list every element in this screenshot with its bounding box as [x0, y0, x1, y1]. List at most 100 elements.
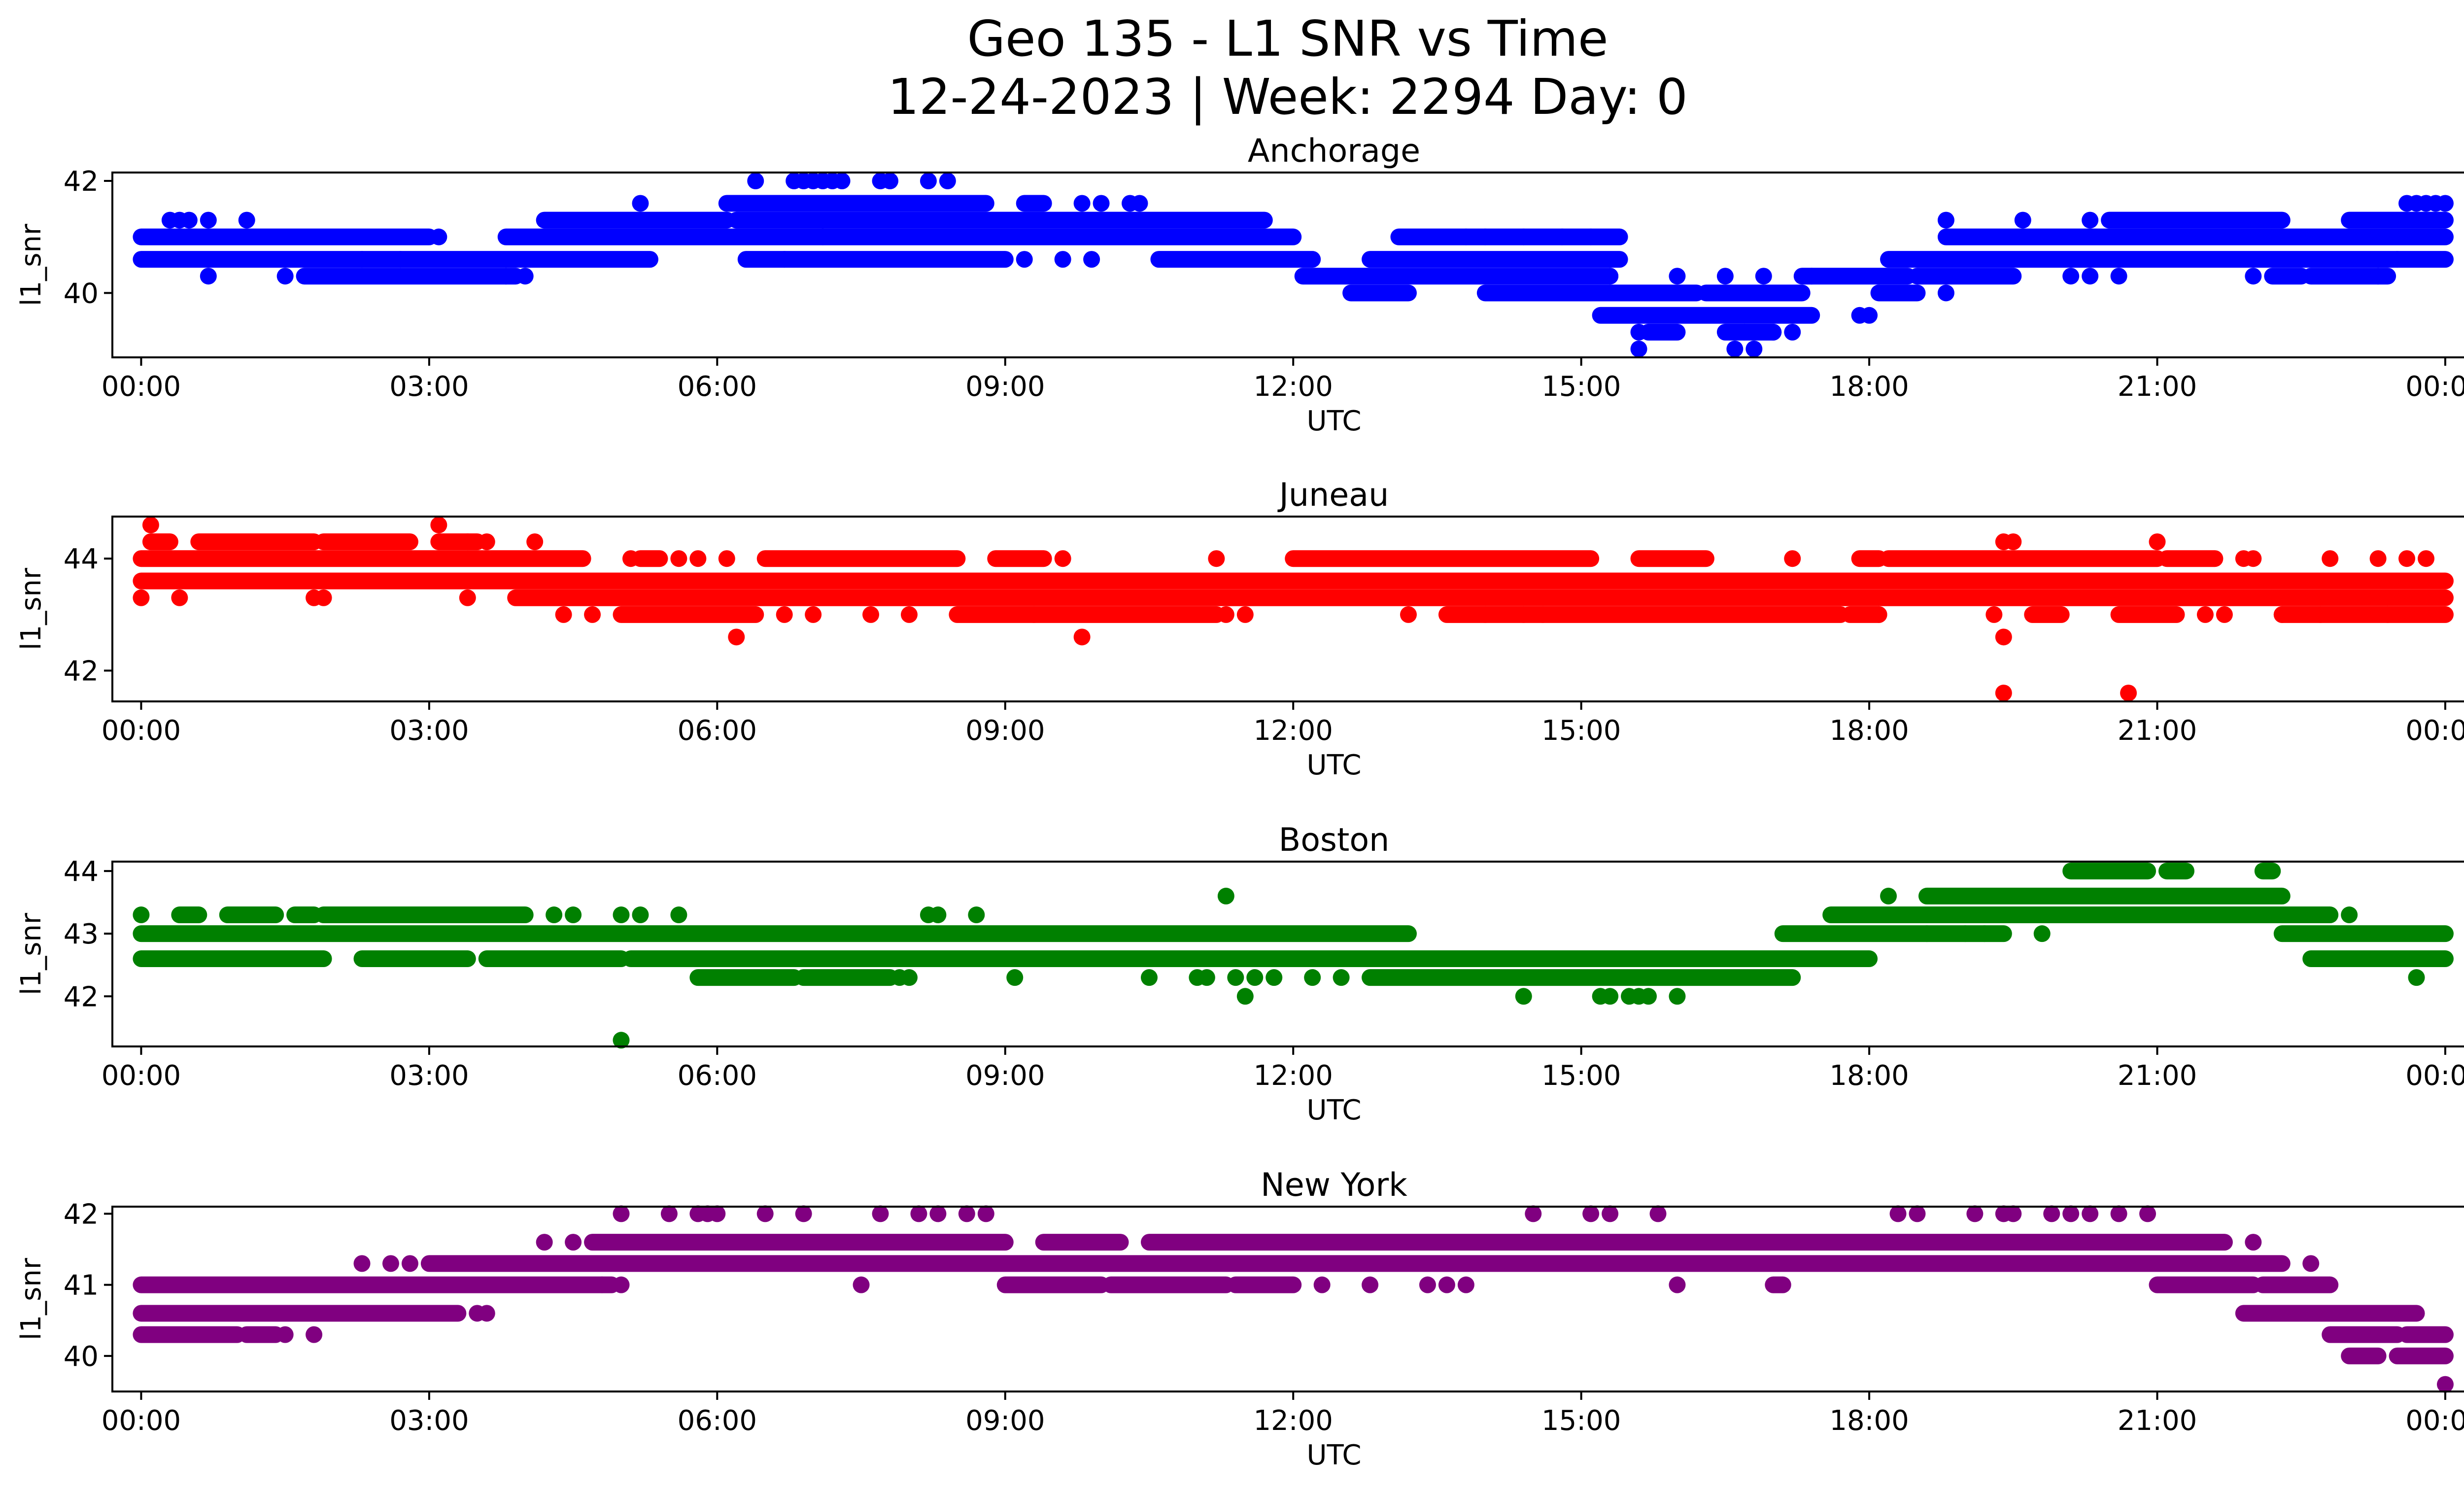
figure-title: Geo 135 - L1 SNR vs Time 12-24-2023 | We… [0, 10, 2464, 126]
x-tick-label: 00:00 [2405, 715, 2464, 747]
data-point [776, 251, 793, 268]
x-tick-label: 06:00 [678, 371, 757, 403]
data-point [2436, 195, 2454, 212]
data-point [565, 906, 582, 924]
data-point [238, 211, 255, 229]
x-tick-label: 03:00 [389, 1405, 469, 1437]
data-point [968, 906, 985, 924]
data-point [881, 173, 898, 190]
data-point [1976, 925, 1993, 942]
data-point [200, 211, 217, 229]
data-point [1054, 251, 1071, 268]
x-tick-label: 03:00 [389, 371, 469, 403]
data-point [670, 906, 687, 924]
data-point [1995, 684, 2012, 701]
data-point [1457, 1276, 1474, 1293]
data-point [1582, 228, 1600, 245]
data-point [2302, 1255, 2320, 1272]
x-tick-label: 15:00 [1541, 1405, 1621, 1437]
data-point [1217, 606, 1234, 623]
data-point [1073, 628, 1091, 646]
data-point [2110, 906, 2127, 924]
x-tick-label: 00:00 [102, 1405, 181, 1437]
x-tick-label: 18:00 [1829, 1405, 1909, 1437]
data-point [2033, 925, 2051, 942]
data-point [1236, 988, 1254, 1005]
data-point [536, 1234, 553, 1251]
data-point [1534, 606, 1551, 623]
data-point [1515, 988, 1532, 1005]
data-point [1457, 228, 1474, 245]
data-point [276, 268, 294, 285]
data-point [2312, 606, 2329, 623]
data-point [2379, 606, 2396, 623]
y-tick-label: 40 [64, 1341, 99, 1373]
chart-juneau: Juneau 00:00 03:00 06:00 09:00 12:00 15:00 18:0… [15, 477, 2464, 781]
x-tick-label: 09:00 [965, 715, 1045, 747]
data-point [1880, 887, 1897, 904]
data-point [632, 195, 649, 212]
data-point [2312, 906, 2329, 924]
x-tick-label: 00:00 [102, 371, 181, 403]
data-point [1649, 1205, 1667, 1222]
plot-frame [111, 861, 2464, 1047]
chart-new-york: New York 00:00 03:00 06:00 09:00 12:00 15:00 18… [15, 1167, 2464, 1471]
data-point [2005, 1205, 2022, 1222]
data-point [2129, 906, 2147, 924]
data-point [1602, 268, 1619, 285]
y-axis: 40 41 42 [64, 1198, 112, 1373]
data-point [1582, 1205, 1600, 1222]
data-point [1266, 969, 1283, 986]
data-point [2369, 550, 2387, 567]
data-point [1198, 969, 1215, 986]
chart-title: Juneau [1277, 477, 1389, 514]
data-point [622, 550, 639, 567]
data-point [1054, 550, 1071, 567]
data-point [1755, 268, 1772, 285]
chart-title: New York [1261, 1167, 1407, 1204]
data-point [1669, 988, 1686, 1005]
data-point [2043, 1205, 2060, 1222]
data-point [1745, 340, 1763, 357]
x-tick-label: 18:00 [1829, 715, 1909, 747]
x-tick-label: 15:00 [1541, 1060, 1621, 1092]
x-tick-label: 21:00 [2118, 715, 2197, 747]
data-point [670, 550, 687, 567]
data-point [392, 251, 409, 268]
data-point [142, 517, 159, 534]
data-point [2398, 550, 2416, 567]
y-tick-label: 42 [64, 1198, 99, 1230]
data-point [1304, 969, 1321, 986]
data-point [593, 1276, 611, 1293]
data-point [133, 906, 150, 924]
data-point [276, 1326, 294, 1343]
y-tick-label: 41 [64, 1270, 99, 1302]
data-point [689, 550, 707, 567]
data-point [2110, 1205, 2127, 1222]
data-point [497, 268, 514, 285]
data-point [1669, 1276, 1686, 1293]
y-axis-label: l1_snr [15, 912, 47, 995]
data-point [929, 1205, 947, 1222]
data-point [776, 606, 793, 623]
y-axis: 42 44 [64, 543, 112, 688]
data-point [833, 173, 851, 190]
data-point [1131, 195, 1148, 212]
data-point [1553, 228, 1571, 245]
figure-title-line-2: 12-24-2023 | Week: 2294 Day: 0 [888, 68, 1688, 126]
y-tick-label: 43 [64, 918, 99, 950]
data-point [814, 228, 831, 245]
x-tick-label: 21:00 [2118, 1405, 2197, 1437]
x-tick-label: 15:00 [1541, 715, 1621, 747]
data-series [133, 173, 2454, 357]
data-point [315, 589, 332, 606]
data-point [2149, 533, 2166, 551]
data-point [1073, 195, 1091, 212]
data-point [718, 550, 735, 567]
data-point [459, 533, 476, 551]
data-point [2245, 1234, 2262, 1251]
data-point [2216, 606, 2233, 623]
data-point [2341, 906, 2358, 924]
data-point [1419, 1276, 1436, 1293]
